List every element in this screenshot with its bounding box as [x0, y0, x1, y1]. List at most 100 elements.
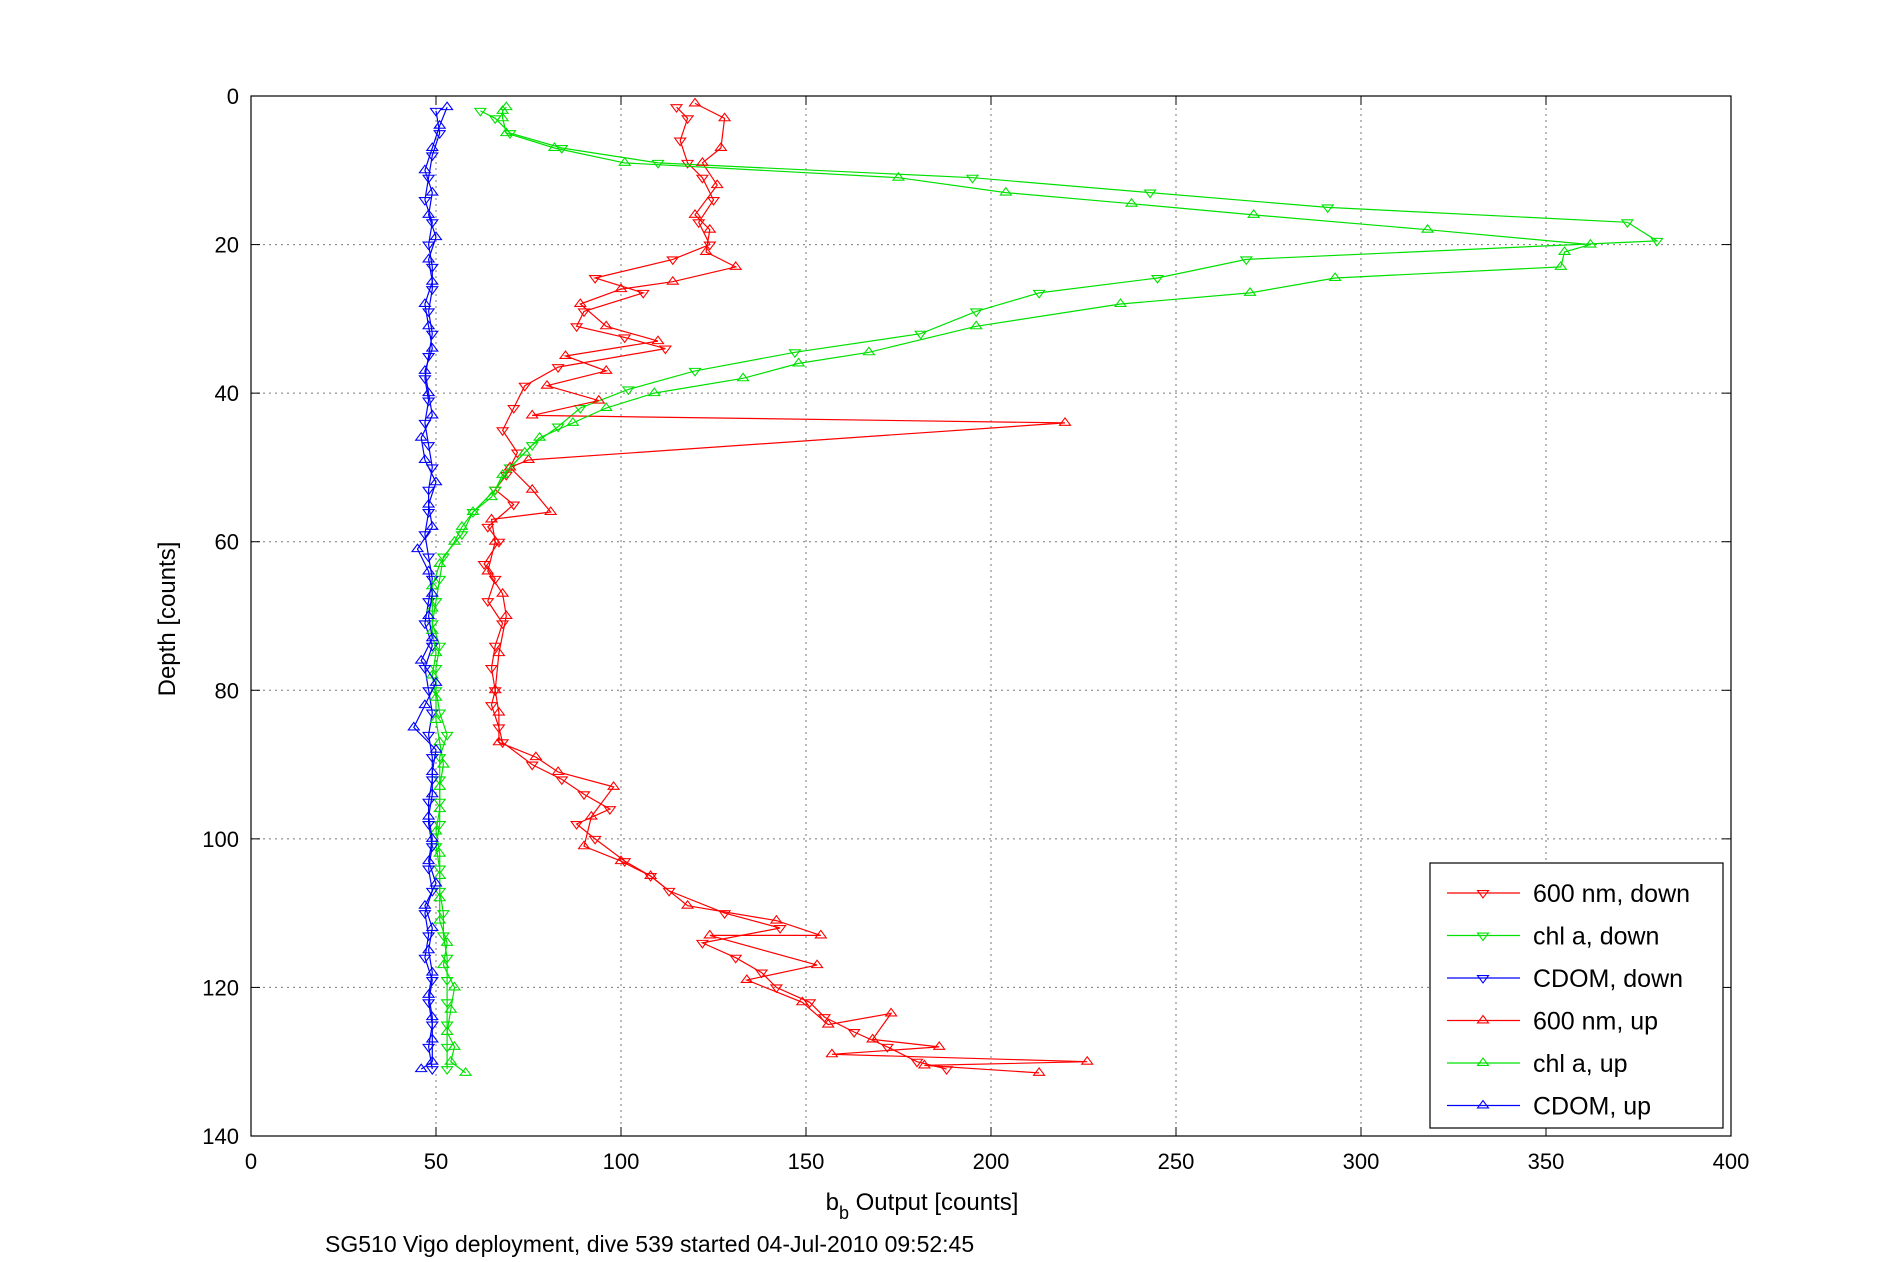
data-point — [418, 364, 432, 374]
y-tick-label: 120 — [202, 975, 239, 1000]
series-600-nm-down — [477, 104, 954, 1076]
data-point — [436, 959, 450, 969]
data-point — [588, 274, 602, 284]
data-point — [1620, 219, 1634, 229]
data-point — [459, 1066, 473, 1076]
data-point — [433, 870, 447, 880]
data-point — [699, 246, 713, 256]
data-point — [681, 899, 695, 909]
x-tick-label: 400 — [1713, 1149, 1750, 1174]
data-point — [1421, 223, 1435, 233]
data-point — [484, 513, 499, 523]
data-point — [577, 791, 591, 801]
data-point — [429, 676, 443, 686]
data-point — [1247, 208, 1261, 218]
data-point — [488, 575, 502, 585]
data-point — [999, 186, 1013, 196]
data-point — [422, 486, 436, 496]
data-point — [507, 501, 521, 511]
x-tick-label: 0 — [245, 1149, 257, 1174]
data-point — [436, 553, 450, 563]
data-point — [481, 523, 495, 533]
data-point — [862, 346, 876, 356]
legend-entry: 600 nm, down — [1447, 880, 1690, 908]
data-point — [429, 691, 443, 701]
data-point — [795, 996, 809, 1006]
data-point — [718, 112, 732, 122]
legend-marker — [1476, 1099, 1490, 1109]
data-point — [425, 520, 439, 530]
x-tick-label: 100 — [603, 1149, 640, 1174]
data-point — [429, 687, 443, 697]
y-tick-label: 0 — [227, 84, 239, 109]
data-point — [503, 461, 517, 471]
data-point — [736, 372, 750, 382]
data-point — [710, 179, 724, 189]
data-point — [436, 910, 450, 920]
data-point — [422, 731, 436, 741]
data-point — [917, 1059, 931, 1069]
data-point — [425, 922, 439, 932]
series-600-nm-up — [481, 97, 1094, 1076]
data-point — [573, 298, 587, 308]
data-point — [436, 758, 450, 768]
data-point — [484, 702, 499, 712]
data-point — [440, 731, 454, 741]
data-point — [425, 709, 439, 719]
data-point — [614, 855, 628, 865]
x-tick-label: 300 — [1343, 1149, 1380, 1174]
data-point — [558, 350, 573, 360]
data-point — [880, 1043, 894, 1053]
data-point — [444, 1055, 458, 1065]
data-point — [718, 910, 732, 920]
data-point — [555, 776, 569, 786]
data-point — [425, 1066, 439, 1076]
data-point — [433, 558, 447, 568]
data-point — [703, 223, 717, 233]
series-cdom-up — [407, 101, 454, 1073]
data-point — [566, 416, 580, 426]
data-point — [866, 1033, 880, 1043]
data-point — [433, 776, 447, 786]
x-axis-label: bb Output [counts] — [826, 1189, 1019, 1223]
data-point — [636, 289, 650, 299]
data-point — [810, 959, 824, 969]
data-point — [599, 320, 613, 330]
data-point — [599, 364, 613, 374]
y-tick-label: 140 — [202, 1124, 239, 1149]
data-point — [673, 137, 687, 147]
data-point — [418, 298, 432, 308]
data-point — [618, 858, 632, 868]
data-point — [621, 386, 635, 396]
data-point — [706, 196, 721, 206]
data-point — [422, 498, 436, 508]
data-point — [407, 721, 421, 731]
data-point — [1150, 274, 1165, 284]
x-tick-label: 200 — [973, 1149, 1010, 1174]
data-point — [1032, 1066, 1046, 1076]
data-point — [440, 999, 454, 1009]
data-point — [440, 101, 454, 111]
data-point — [433, 709, 447, 719]
data-point — [433, 803, 447, 813]
data-point — [570, 323, 584, 333]
data-point — [492, 647, 506, 657]
data-point — [588, 835, 602, 845]
data-point — [592, 394, 606, 404]
data-point — [422, 944, 436, 954]
y-tick-label: 40 — [215, 381, 239, 406]
data-point — [429, 476, 443, 486]
data-point — [551, 766, 565, 776]
data-point — [544, 506, 558, 516]
data-point — [681, 115, 695, 125]
data-point — [577, 840, 591, 850]
y-tick-label: 20 — [215, 233, 239, 258]
data-point — [965, 174, 980, 184]
data-point — [496, 427, 510, 437]
legend-marker — [1476, 974, 1490, 984]
legend-marker — [1476, 932, 1490, 942]
data-point — [755, 969, 769, 979]
series-line — [483, 106, 947, 1070]
data-point — [496, 468, 510, 478]
